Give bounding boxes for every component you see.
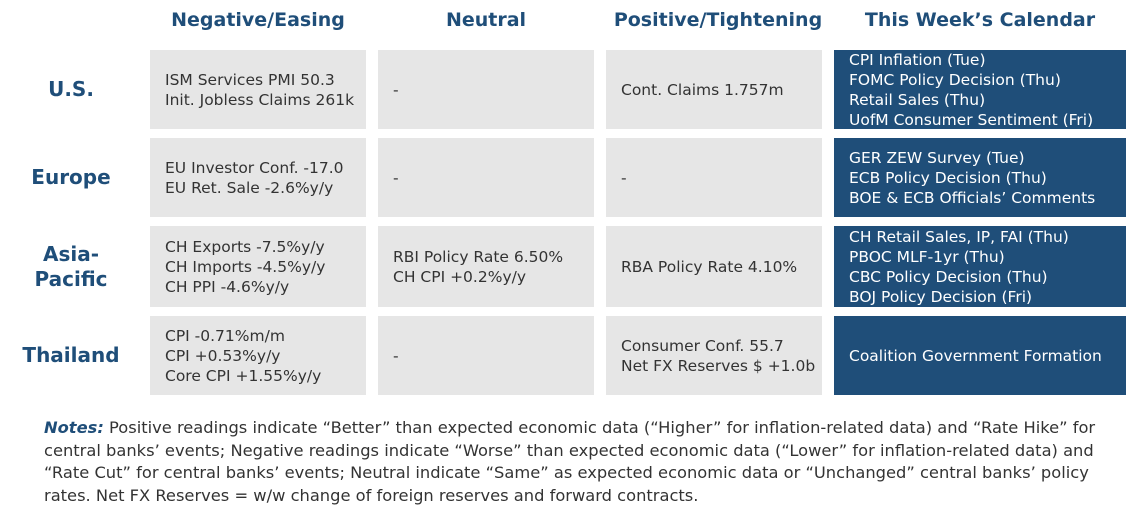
cell-thailand-neutral: - xyxy=(378,316,594,395)
cell-thailand-positive: Consumer Conf. 55.7 Net FX Reserves $ +1… xyxy=(606,316,822,395)
row-label-asia-pacific: Asia- Pacific xyxy=(34,241,108,291)
cell-line: RBI Policy Rate 6.50% xyxy=(393,247,564,266)
row-label-thailand: Thailand xyxy=(22,343,120,367)
calendar-item: BOJ Policy Decision (Fri) xyxy=(849,287,1033,306)
calendar-item: Coalition Government Formation xyxy=(849,346,1102,365)
notes-text: Positive readings indicate “Better” than… xyxy=(44,418,1096,505)
header-negative-easing: Negative/Easing xyxy=(171,9,345,31)
cell-line: CH PPI -4.6%y/y xyxy=(165,277,290,296)
cell-line: CPI -0.71%m/m xyxy=(165,326,285,345)
notes-paragraph: Notes: Positive readings indicate “Bette… xyxy=(44,417,1104,507)
cell-asia-pacific-calendar: CH Retail Sales, IP, FAI (Thu) PBOC MLF-… xyxy=(834,226,1126,307)
calendar-item: CPI Inflation (Tue) xyxy=(849,50,986,69)
calendar-item: Retail Sales (Thu) xyxy=(849,90,986,109)
row-label-us: U.S. xyxy=(48,77,94,101)
cell-line: CPI +0.53%y/y xyxy=(165,346,281,365)
header-neutral: Neutral xyxy=(445,9,527,31)
cell-thailand-negative: CPI -0.71%m/m CPI +0.53%y/y Core CPI +1.… xyxy=(150,316,366,395)
cell-europe-calendar: GER ZEW Survey (Tue) ECB Policy Decision… xyxy=(834,138,1126,217)
calendar-item: CBC Policy Decision (Thu) xyxy=(849,267,1048,286)
cell-line: - xyxy=(393,168,399,187)
cell-line: - xyxy=(621,168,627,187)
cell-line: Init. Jobless Claims 261k xyxy=(165,90,355,109)
cell-us-neutral: - xyxy=(378,50,594,129)
calendar-item: BOE & ECB Officials’ Comments xyxy=(849,188,1096,207)
header-calendar: This Week’s Calendar xyxy=(864,9,1096,31)
cell-line: - xyxy=(393,80,399,99)
cell-asia-pacific-positive: RBA Policy Rate 4.10% xyxy=(606,226,822,307)
cell-line: - xyxy=(393,346,399,365)
cell-us-negative: ISM Services PMI 50.3 Init. Jobless Clai… xyxy=(150,50,366,129)
calendar-item: CH Retail Sales, IP, FAI (Thu) xyxy=(849,227,1069,246)
cell-europe-neutral: - xyxy=(378,138,594,217)
cell-line: RBA Policy Rate 4.10% xyxy=(621,257,798,276)
calendar-item: ECB Policy Decision (Thu) xyxy=(849,168,1047,187)
row-label-europe: Europe xyxy=(31,165,111,189)
cell-line: CH CPI +0.2%y/y xyxy=(393,267,527,286)
cell-us-calendar: CPI Inflation (Tue) FOMC Policy Decision… xyxy=(834,50,1126,129)
cell-us-positive: Cont. Claims 1.757m xyxy=(606,50,822,129)
cell-asia-pacific-negative: CH Exports -7.5%y/y CH Imports -4.5%y/y … xyxy=(150,226,366,307)
cell-thailand-calendar: Coalition Government Formation xyxy=(834,316,1126,395)
cell-line: EU Ret. Sale -2.6%y/y xyxy=(165,178,334,197)
calendar-item: FOMC Policy Decision (Thu) xyxy=(849,70,1061,89)
cell-line: Net FX Reserves $ +1.0b xyxy=(621,356,816,375)
cell-line: EU Investor Conf. -17.0 xyxy=(165,158,344,177)
calendar-item: PBOC MLF-1yr (Thu) xyxy=(849,247,1005,266)
cell-line: Core CPI +1.55%y/y xyxy=(165,366,322,385)
cell-line: Consumer Conf. 55.7 xyxy=(621,336,784,355)
cell-line: CH Exports -7.5%y/y xyxy=(165,237,325,256)
cell-europe-positive: - xyxy=(606,138,822,217)
calendar-item: GER ZEW Survey (Tue) xyxy=(849,148,1025,167)
cell-asia-pacific-neutral: RBI Policy Rate 6.50% CH CPI +0.2%y/y xyxy=(378,226,594,307)
cell-line: ISM Services PMI 50.3 xyxy=(165,70,335,89)
header-positive-tightening: Positive/Tightening xyxy=(613,9,823,31)
cell-europe-negative: EU Investor Conf. -17.0 EU Ret. Sale -2.… xyxy=(150,138,366,217)
notes-label: Notes: xyxy=(44,418,104,437)
calendar-item: UofM Consumer Sentiment (Fri) xyxy=(849,110,1094,129)
cell-line: CH Imports -4.5%y/y xyxy=(165,257,326,276)
cell-line: Cont. Claims 1.757m xyxy=(621,80,784,99)
